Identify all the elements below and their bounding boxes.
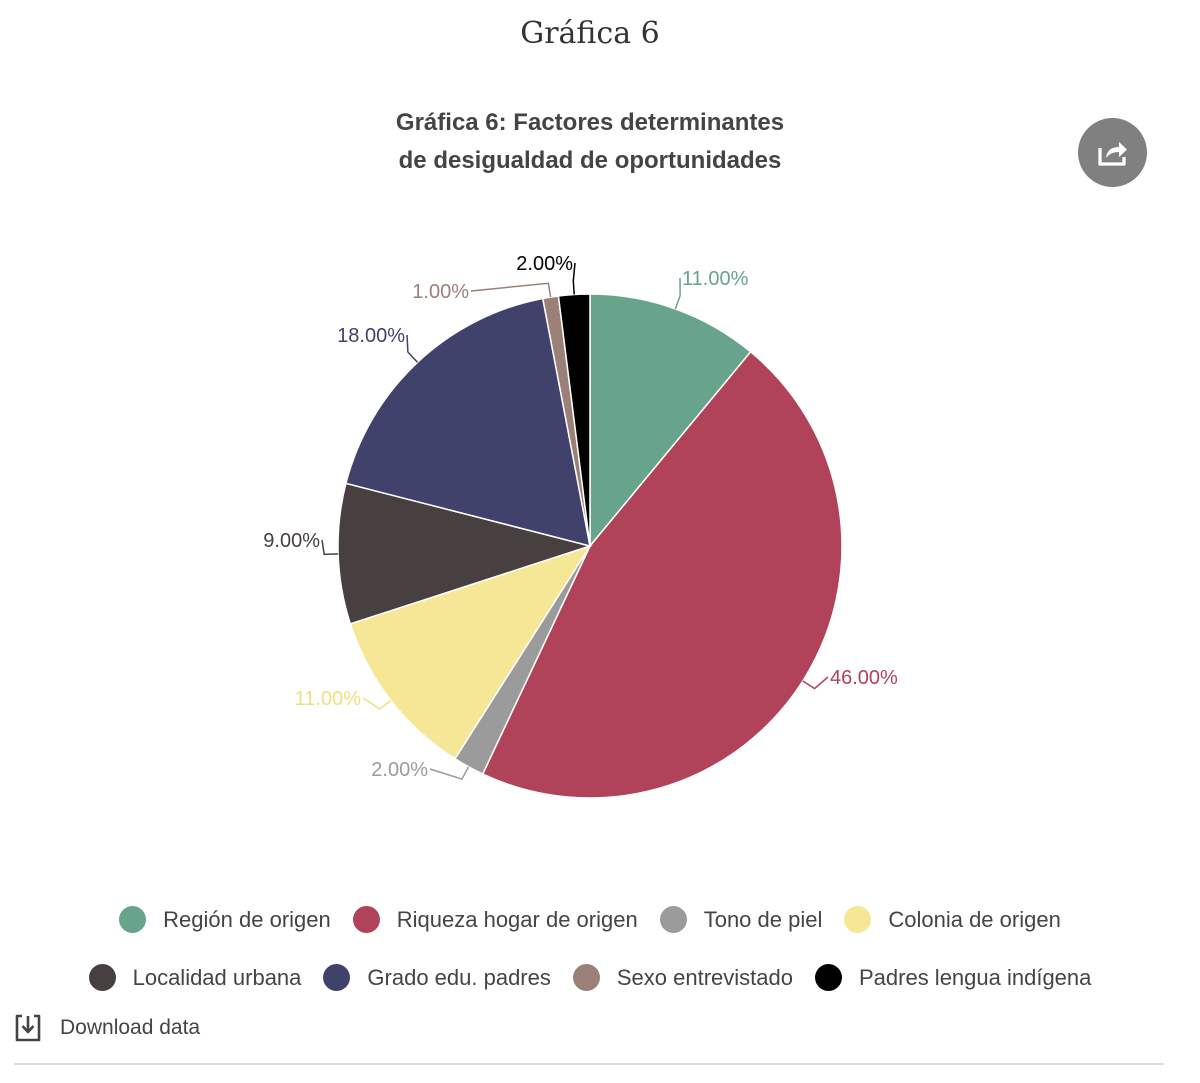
- pie-data-label-6: 1.00%: [412, 281, 469, 303]
- legend-item-6[interactable]: Sexo entrevistado: [572, 964, 793, 991]
- legend-label: Región de origen: [163, 906, 331, 932]
- pie-slice-0[interactable]: [589, 293, 752, 549]
- legend-item-4[interactable]: Localidad urbana: [88, 964, 302, 991]
- legend-label: Tono de piel: [703, 906, 823, 932]
- legend-swatch: [844, 906, 872, 933]
- legend-label: Padres lengua indígena: [858, 964, 1092, 990]
- legend-swatch: [88, 964, 116, 991]
- pie-data-label-0: 11.00%: [682, 268, 749, 290]
- legend-item-2[interactable]: Tono de piel: [659, 906, 823, 933]
- pie-slice-4[interactable]: [337, 482, 593, 625]
- pie-data-label-2: 2.00%: [371, 759, 428, 781]
- legend-row: Región de origen Riqueza hogar de origen T…: [0, 906, 1180, 933]
- download-icon: [15, 1014, 41, 1042]
- pie-connector-7: [572, 262, 576, 295]
- pie-slice-5[interactable]: [345, 297, 591, 548]
- download-data-label: Download data: [60, 1016, 201, 1039]
- share-button[interactable]: [1078, 118, 1147, 187]
- chart-title-line-2: de desigualdad de oportunidades: [398, 147, 782, 174]
- legend-swatch: [119, 906, 147, 933]
- pie-data-label-5: 18.00%: [337, 325, 405, 347]
- pie-connector-0: [674, 277, 681, 310]
- share-icon: [1097, 141, 1127, 166]
- pie-connector-4: [321, 539, 339, 556]
- pie-data-label-7: 2.00%: [516, 253, 573, 275]
- legend-swatch: [659, 906, 687, 933]
- pie-connector-6: [470, 282, 552, 298]
- pie-slice-1[interactable]: [481, 350, 843, 799]
- legend-label: Riqueza hogar de origen: [396, 906, 638, 932]
- legend-item-1[interactable]: Riqueza hogar de origen: [352, 906, 638, 933]
- legend-swatch: [572, 964, 600, 991]
- legend-label: Colonia de origen: [888, 906, 1061, 932]
- legend-label: Grado edu. padres: [367, 964, 551, 990]
- chart-title: Gráfica 6: Factores determinantes de des…: [0, 104, 1180, 180]
- pie-slice-3[interactable]: [349, 544, 592, 760]
- bottom-divider: [14, 1063, 1164, 1065]
- legend-item-0[interactable]: Región de origen: [119, 906, 331, 933]
- chart-title-line-1: Gráfica 6: Factores determinantes: [395, 109, 785, 136]
- legend-swatch: [323, 964, 351, 991]
- pie-data-label-3: 11.00%: [295, 688, 362, 710]
- legend-row: Localidad urbana Grado edu. padres Sexo en…: [0, 964, 1180, 991]
- pie-chart: 11.00% 46.00% 2.00% 11.00% 9.00% 18.00% 1.00% 2…: [263, 253, 898, 799]
- pie-data-label-4: 9.00%: [263, 530, 320, 552]
- pie-connector-2: [429, 766, 470, 780]
- legend-label: Localidad urbana: [132, 964, 302, 990]
- download-data-link[interactable]: Download data: [14, 1013, 200, 1043]
- pie-connector-3: [362, 697, 392, 710]
- legend-label: Sexo entrevistado: [616, 964, 793, 990]
- legend-item-5[interactable]: Grado edu. padres: [323, 964, 551, 991]
- pie-connector-5: [406, 334, 419, 363]
- legend-item-7[interactable]: Padres lengua indígena: [814, 964, 1092, 991]
- page-heading: Gráfica 6: [520, 16, 660, 51]
- legend-item-3[interactable]: Colonia de origen: [844, 906, 1061, 933]
- pie-connector-1: [802, 676, 829, 690]
- pie-data-label-1: 46.00%: [830, 667, 898, 689]
- legend-swatch: [814, 964, 842, 991]
- legend-swatch: [352, 906, 380, 933]
